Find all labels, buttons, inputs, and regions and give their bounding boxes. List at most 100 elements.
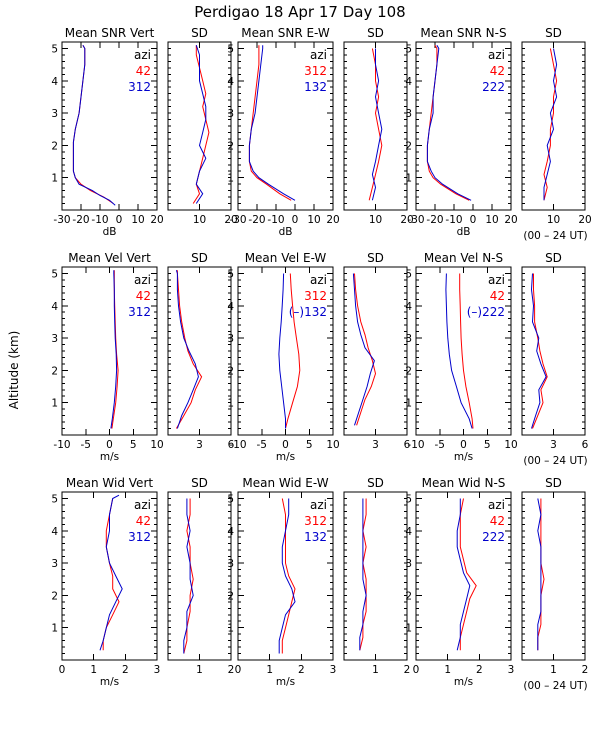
series-line-1 [285, 273, 301, 429]
y-tick-label: 2 [405, 590, 412, 602]
y-tick-label: 5 [51, 43, 58, 55]
x-tick-label: 0 [116, 214, 123, 226]
x-tick-label: 0 [460, 439, 467, 451]
x-tick-label: 1 [196, 664, 203, 676]
x-tick-label: 2 [582, 664, 589, 676]
legend-entry: 222 [482, 80, 505, 94]
legend-entry: azi [310, 48, 327, 62]
x-tick-label: 2 [404, 664, 411, 676]
x-tick-label: -10 [91, 214, 108, 226]
panel-title: Mean Wid Vert [66, 476, 153, 490]
x-axis-label: m/s [454, 676, 473, 688]
x-tick-label: 1 [550, 664, 557, 676]
y-tick-label: 4 [405, 301, 412, 313]
y-tick-label: 1 [51, 173, 58, 185]
x-tick-label: 10 [485, 214, 498, 226]
legend-entry: 312 [128, 305, 151, 319]
legend-entry: (–)132 [289, 305, 327, 319]
x-tick-label: 20 [224, 214, 237, 226]
x-tick-label: 2 [298, 664, 305, 676]
y-tick-label: 1 [227, 623, 234, 635]
series-line-2 [248, 45, 296, 201]
panel-title: Mean SNR Vert [65, 26, 155, 40]
panel-4: SD 10 20 [343, 26, 414, 226]
x-tick-label: -30 [53, 214, 70, 226]
figure-title: Perdigao 18 Apr 17 Day 108 [194, 3, 405, 21]
y-tick-label: 3 [51, 558, 58, 570]
x-tick-label: 3 [372, 439, 379, 451]
series-line-1 [111, 270, 119, 429]
x-tick-label: 3 [330, 664, 337, 676]
series-line-2 [543, 48, 558, 201]
x-tick-label: 10 [193, 214, 206, 226]
panel-title: SD [191, 26, 208, 40]
x-tick-label: -10 [267, 214, 284, 226]
y-tick-label: 4 [227, 526, 234, 538]
y-tick-label: 1 [227, 398, 234, 410]
panel-6: SD 10 20 (00 – 24 UT) [521, 26, 592, 242]
y-tick-label: 5 [227, 268, 234, 280]
x-tick-label: 0 [282, 439, 289, 451]
x-tick-label: 5 [306, 439, 313, 451]
x-tick-label: 6 [404, 439, 411, 451]
series-line-1 [459, 273, 474, 429]
y-tick-label: 4 [405, 526, 412, 538]
y-tick-label: 1 [51, 398, 58, 410]
legend-entry: 132 [304, 530, 327, 544]
panel-title: Mean SNR E-W [241, 26, 330, 40]
panel-13: Mean Wid Vert 1 2 3 4 5 0 1 2 3 m/s azi 42 312 [51, 476, 160, 688]
x-tick-label: 2 [122, 664, 129, 676]
x-tick-label: -5 [257, 439, 267, 451]
panel-frame [343, 266, 408, 436]
series-line-1 [459, 498, 477, 651]
x-tick-label: 10 [307, 214, 320, 226]
legend-entry: azi [134, 48, 151, 62]
y-tick-label: 2 [405, 140, 412, 152]
x-tick-label: 20 [578, 214, 591, 226]
panel-frame [167, 491, 232, 661]
series-line-2 [175, 270, 199, 429]
y-tick-label: 4 [405, 76, 412, 88]
series-line-1 [543, 48, 558, 201]
legend-entry: azi [488, 273, 505, 287]
panel-title: SD [545, 251, 562, 265]
panel-title: Mean Vel E-W [245, 251, 327, 265]
time-range-note: (00 – 24 UT) [523, 230, 587, 242]
y-tick-label: 5 [227, 493, 234, 505]
y-tick-label: 3 [51, 333, 58, 345]
y-tick-label: 2 [51, 140, 58, 152]
x-tick-label: 3 [550, 439, 557, 451]
panel-3: Mean SNR E-W 1 2 3 4 5 -30 -20 -10 0 10 20 dB azi 312 1… [227, 26, 339, 238]
x-tick-label: 20 [326, 214, 339, 226]
x-tick-label: 6 [582, 439, 589, 451]
x-tick-label: 2 [476, 664, 483, 676]
x-axis-label: dB [457, 226, 471, 238]
panel-title: Mean Wid E-W [242, 476, 328, 490]
series-line-2 [530, 273, 547, 429]
x-tick-label: -10 [407, 439, 424, 451]
x-tick-label: -30 [407, 214, 424, 226]
series-line-1 [72, 44, 114, 204]
series-line-2 [278, 498, 296, 654]
panel-frame [521, 491, 586, 661]
series-line-2 [99, 494, 123, 651]
panel-title: SD [367, 26, 384, 40]
y-tick-label: 4 [51, 76, 58, 88]
series-line-1 [248, 45, 292, 201]
legend-entry: 312 [304, 64, 327, 78]
x-axis-label: m/s [276, 451, 295, 463]
x-tick-label: 0 [106, 439, 113, 451]
series-line-1 [175, 270, 203, 429]
x-tick-label: -10 [445, 214, 462, 226]
series-line-2 [359, 498, 367, 651]
panel-title: SD [191, 476, 208, 490]
series-line-1 [537, 498, 545, 651]
legend-entry: azi [134, 498, 151, 512]
x-tick-label: 20 [150, 214, 163, 226]
x-tick-label: 0 [413, 664, 420, 676]
y-tick-label: 5 [405, 493, 412, 505]
y-tick-label: 5 [405, 268, 412, 280]
panel-10: SD 3 6 [343, 251, 411, 451]
series-line-2 [352, 273, 375, 426]
series-line-1 [102, 498, 120, 651]
